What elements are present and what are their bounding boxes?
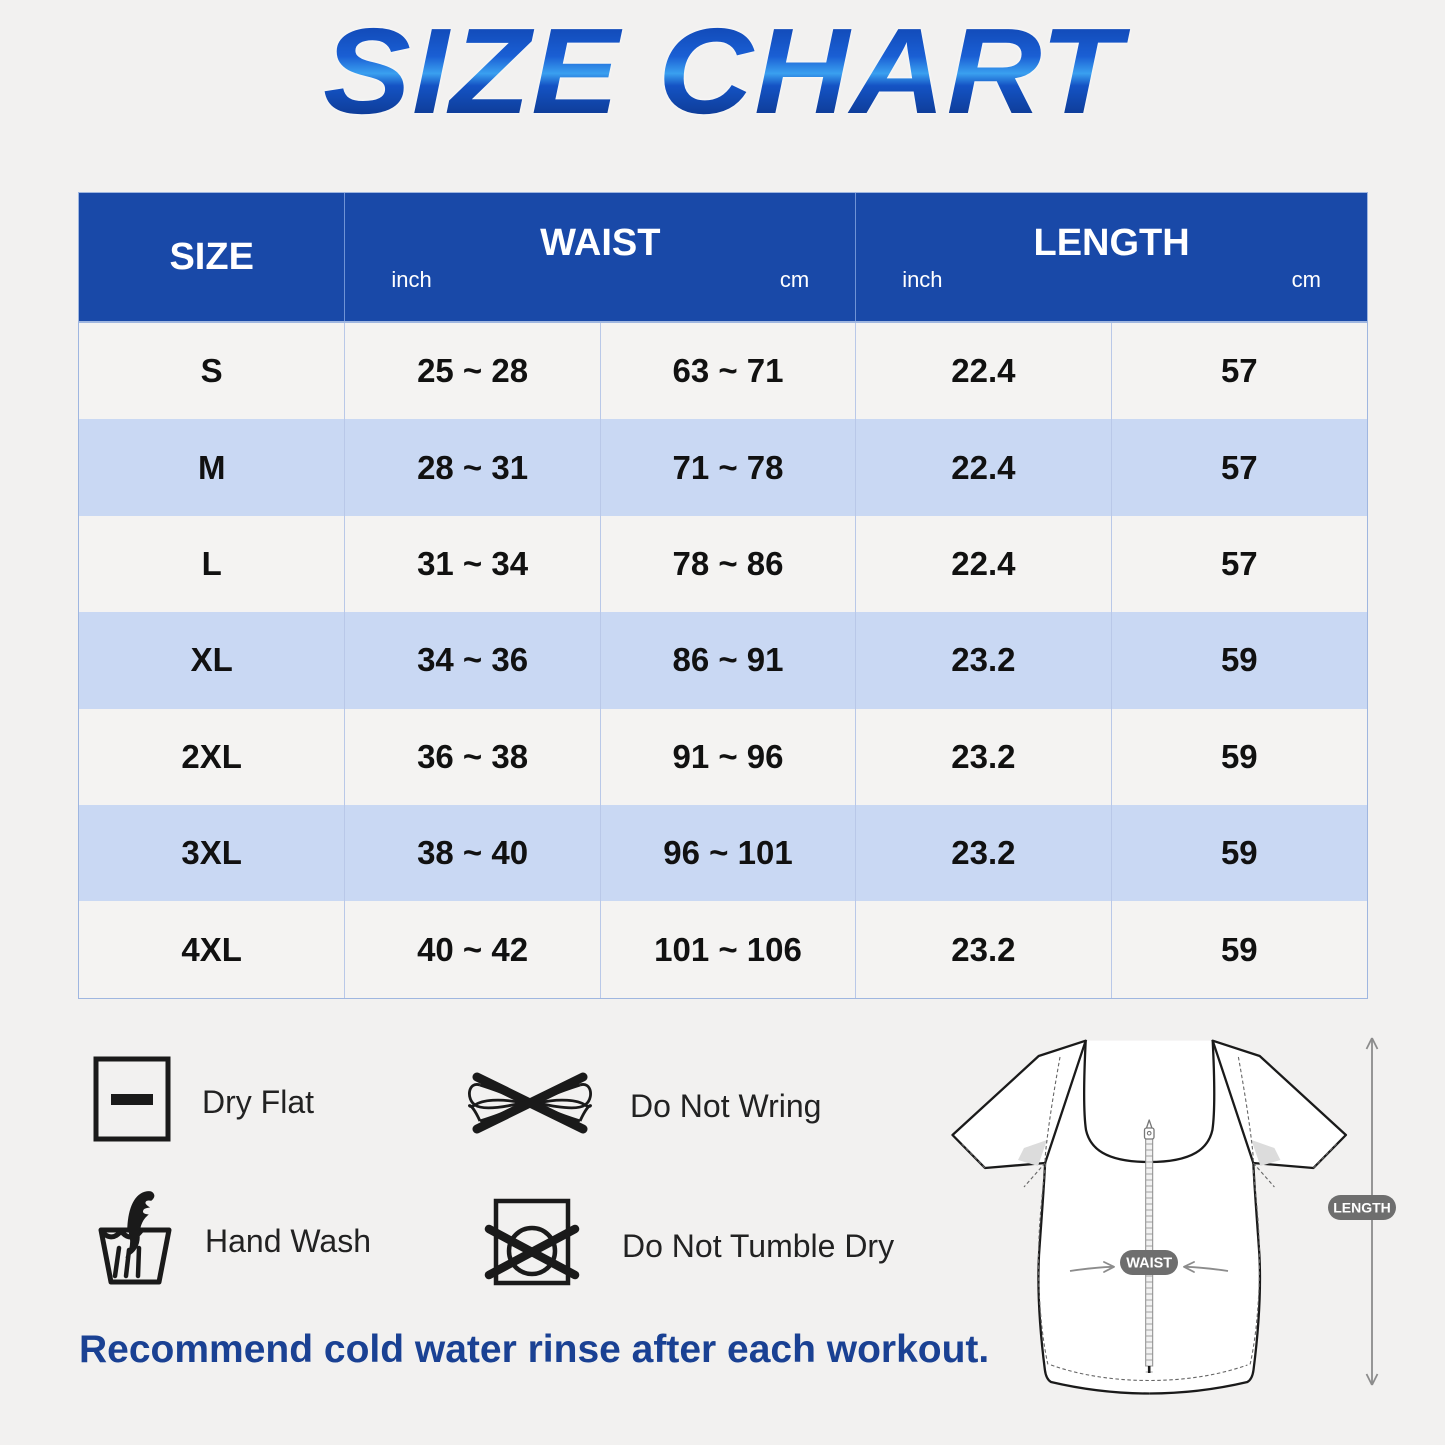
svg-text:LENGTH: LENGTH <box>1333 1200 1391 1216</box>
svg-text:WAIST: WAIST <box>1126 1256 1172 1272</box>
